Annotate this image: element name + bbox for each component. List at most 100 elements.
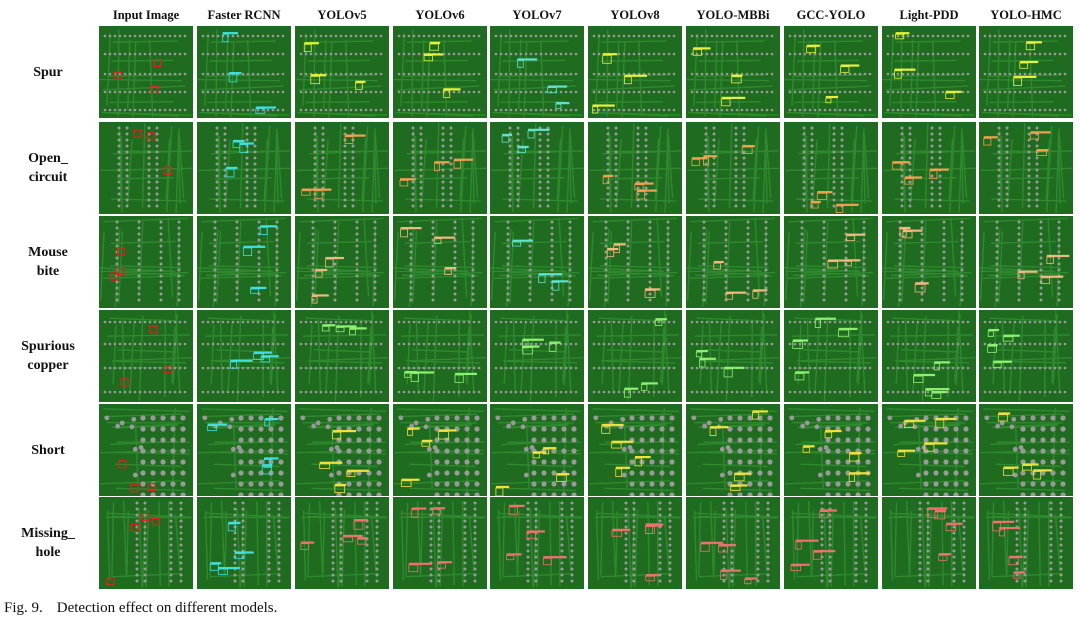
pcb-image xyxy=(784,122,878,214)
pcb-tile xyxy=(295,404,389,496)
row-label: Missing_ hole xyxy=(0,497,96,589)
pcb-pads xyxy=(702,220,768,302)
caption-text: Detection effect on different models. xyxy=(56,600,278,616)
detection-boxes xyxy=(913,361,950,399)
detection-label xyxy=(495,485,510,489)
detection-box xyxy=(894,70,902,79)
pcb-pads xyxy=(115,220,181,302)
detection-label xyxy=(399,178,416,181)
pcb-image xyxy=(784,497,878,589)
pcb-tile xyxy=(295,497,389,589)
detection-box xyxy=(752,291,759,299)
detection-box xyxy=(399,179,409,187)
detection-box xyxy=(234,553,245,560)
detection-boxes xyxy=(927,507,963,561)
detection-box xyxy=(1032,471,1042,480)
pcb-image xyxy=(197,122,291,214)
detection-box xyxy=(501,135,510,143)
pcb-traces xyxy=(790,500,877,589)
detection-boxes xyxy=(695,349,745,378)
detection-boxes xyxy=(511,239,569,291)
defect-marker xyxy=(116,266,125,276)
detection-box xyxy=(606,249,615,258)
detection-label xyxy=(849,452,862,455)
detection-boxes xyxy=(983,131,1051,157)
detection-boxes xyxy=(1013,41,1042,86)
detection-label xyxy=(607,247,619,251)
pcb-image xyxy=(197,404,291,496)
detection-label xyxy=(849,472,870,475)
detection-box xyxy=(992,362,1002,368)
defect-marker xyxy=(147,482,156,492)
detection-box xyxy=(517,60,524,68)
detection-box xyxy=(806,46,817,54)
detection-boxes xyxy=(399,158,474,187)
detection-box xyxy=(644,290,656,298)
detection-label xyxy=(210,562,222,565)
column-header: YOLO-MBBi xyxy=(696,8,770,22)
detection-box xyxy=(547,87,557,94)
pcb-image xyxy=(197,216,291,308)
detection-box xyxy=(227,523,236,532)
pcb-image xyxy=(295,497,389,589)
pcb-pads xyxy=(984,415,1066,496)
detection-label xyxy=(934,509,947,512)
pcb-image xyxy=(490,404,584,496)
detection-label xyxy=(229,72,242,75)
detection-box xyxy=(1002,336,1014,342)
detection-label xyxy=(1018,270,1038,273)
pcb-pads xyxy=(300,415,382,496)
pcb-image xyxy=(686,216,780,308)
detection-box xyxy=(551,282,560,291)
detection-label xyxy=(730,484,748,487)
defect-marker xyxy=(153,58,162,68)
detection-box xyxy=(824,431,833,439)
row-label: Spurious copper xyxy=(0,310,96,402)
detection-label xyxy=(1003,466,1019,469)
detection-label xyxy=(357,537,368,540)
detection-box xyxy=(601,425,611,434)
detection-box xyxy=(733,474,745,482)
detection-label xyxy=(228,521,241,525)
detection-box xyxy=(933,363,940,371)
column-header: YOLO-HMC xyxy=(990,8,1062,22)
row-label: Short xyxy=(0,404,96,496)
detection-label xyxy=(1041,275,1064,278)
detection-box xyxy=(945,524,957,532)
detection-label xyxy=(325,256,344,260)
detection-box xyxy=(332,431,342,440)
pcb-traces xyxy=(198,123,291,213)
detection-box xyxy=(442,90,451,98)
detection-label xyxy=(924,442,948,445)
detection-box xyxy=(429,43,439,51)
detection-boxes xyxy=(300,519,368,550)
detection-label xyxy=(552,280,569,283)
detection-label xyxy=(825,429,842,433)
detection-label xyxy=(813,550,836,553)
pcb-pads xyxy=(494,320,578,394)
detection-boxes xyxy=(897,417,957,457)
pcb-tile xyxy=(882,26,976,118)
defect-markers xyxy=(133,129,172,175)
detection-boxes xyxy=(592,53,648,114)
detection-boxes xyxy=(408,507,452,573)
detection-box xyxy=(349,329,356,336)
detection-label xyxy=(400,227,422,230)
detection-label xyxy=(353,519,368,522)
pcb-image xyxy=(882,216,976,308)
detection-boxes xyxy=(501,128,550,153)
detection-boxes xyxy=(225,139,254,178)
detection-box xyxy=(624,76,632,85)
detection-box xyxy=(730,486,741,491)
pcb-image xyxy=(686,26,780,118)
detection-box xyxy=(506,555,515,561)
detection-label xyxy=(636,189,657,192)
detection-box xyxy=(353,520,364,530)
detection-boxes xyxy=(222,32,277,114)
pcb-tile xyxy=(197,216,291,308)
detection-boxes xyxy=(495,447,570,496)
pcb-tile xyxy=(588,404,682,496)
detection-boxes xyxy=(301,134,366,199)
detection-label xyxy=(836,203,859,206)
detection-box xyxy=(819,511,829,519)
